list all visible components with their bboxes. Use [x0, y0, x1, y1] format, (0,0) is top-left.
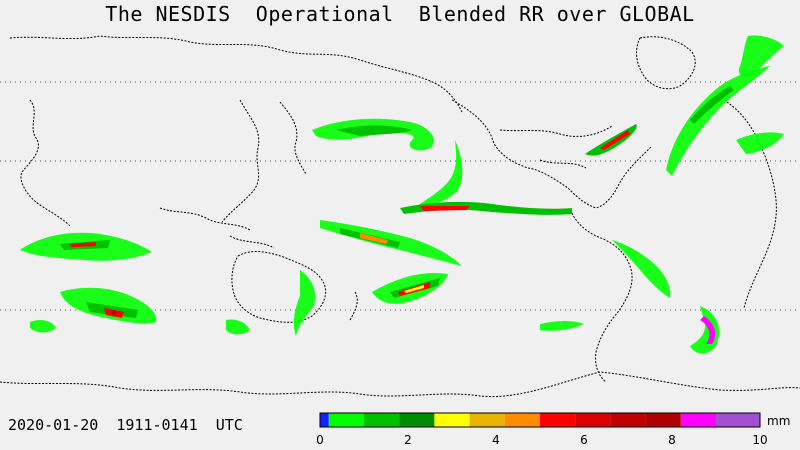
- legend-tick-label: 10: [752, 433, 768, 447]
- legend-tick-label: 2: [404, 433, 412, 447]
- rain-band-north-atlantic: [585, 124, 637, 156]
- latitude-gridlines: [0, 81, 800, 311]
- rain-band-ne-pacific: [410, 140, 463, 210]
- legend-tick-label: 4: [492, 433, 500, 447]
- rain-band-north-pacific-core: [336, 125, 412, 136]
- observation-timestamp: 2020-01-20 1911-0141 UTC: [8, 416, 243, 434]
- rain-band-south-atlantic: [540, 321, 584, 331]
- legend-swatch-9: [610, 413, 646, 427]
- precipitation-map: [0, 35, 800, 398]
- color-scale-legend: [319, 412, 761, 428]
- legend-swatch-3: [399, 413, 435, 427]
- rain-band-southern-ocean: [226, 319, 250, 335]
- legend-tick-label: 0: [316, 433, 324, 447]
- legend-swatch-8: [575, 413, 611, 427]
- legend-tick-label: 8: [668, 433, 676, 447]
- legend-tick-label: 6: [580, 433, 588, 447]
- legend-swatch-6: [504, 413, 540, 427]
- rain-band-atlantic-curve: [666, 66, 770, 176]
- rain-band-south-africa: [690, 306, 720, 354]
- color-scale-unit: mm: [767, 414, 791, 428]
- legend-frame: [319, 412, 761, 428]
- rain-band-arctic: [738, 35, 784, 77]
- legend-swatch-11: [680, 413, 716, 427]
- precipitation-bands: [20, 35, 784, 354]
- rain-band-subtropical-pacific: [400, 201, 572, 215]
- rain-band-australia-east: [293, 270, 316, 336]
- legend-swatch-0: [320, 413, 329, 427]
- legend-swatch-12: [716, 413, 760, 427]
- legend-swatch-10: [645, 413, 681, 427]
- rain-band-south-america: [612, 240, 671, 298]
- coastlines: [0, 35, 800, 398]
- legend-swatch-5: [469, 413, 505, 427]
- rain-band-europe: [736, 132, 784, 154]
- legend-swatch-2: [364, 413, 400, 427]
- legend-swatch-1: [328, 413, 364, 427]
- legend-swatch-7: [540, 413, 576, 427]
- rain-band-indian-south: [30, 320, 56, 333]
- map-title: The NESDIS Operational Blended RR over G…: [105, 2, 695, 26]
- legend-swatch-4: [434, 413, 470, 427]
